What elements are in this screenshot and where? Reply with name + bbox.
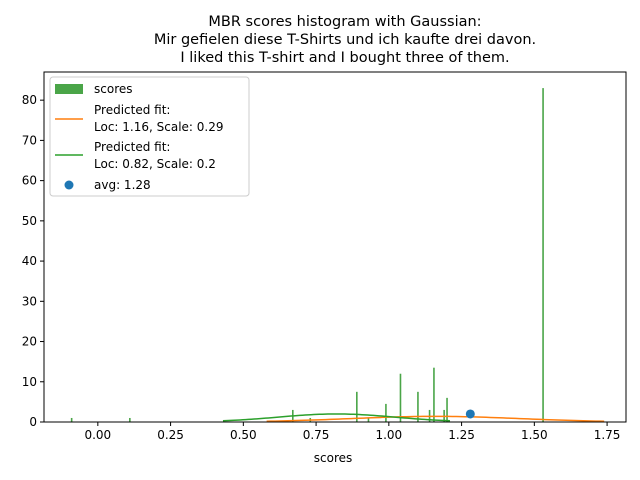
legend-label-fit-2-line-1: Predicted fit:: [94, 140, 170, 154]
x-tick-label: 0.75: [303, 428, 330, 442]
y-tick-label: 20: [22, 335, 37, 349]
title-line-1: MBR scores histogram with Gaussian:: [208, 14, 481, 30]
y-tick-label: 60: [22, 174, 37, 188]
legend-label-avg: avg: 1.28: [94, 178, 151, 192]
legend-label-scores: scores: [94, 82, 133, 96]
histogram-bar: [542, 88, 544, 423]
legend: scores Predicted fit: Loc: 1.16, Scale: …: [49, 76, 250, 197]
x-tick-label: 1.00: [375, 428, 402, 442]
histogram-bar: [129, 417, 131, 422]
y-tick-label: 10: [22, 375, 37, 389]
legend-label-fit-1-line-2: Loc: 1.16, Scale: 0.29: [94, 120, 223, 134]
title-line-2: Mir gefielen diese T-Shirts und ich kauf…: [154, 32, 536, 48]
histogram-bar: [70, 417, 73, 422]
y-tick-label: 40: [22, 254, 37, 268]
y-tick-label: 70: [22, 133, 37, 147]
x-axis-label: scores: [314, 451, 353, 465]
legend-bar-swatch: [55, 84, 83, 94]
x-tick-label: 0.50: [230, 428, 257, 442]
title-line-3: I liked this T-shirt and I bought three …: [180, 50, 509, 66]
axes-frame: [43, 71, 627, 423]
histogram-bar: [446, 397, 448, 422]
histogram-bar: [399, 373, 402, 422]
legend-scatter-marker: [64, 180, 74, 190]
histogram-bar: [385, 403, 387, 422]
legend-box: [49, 76, 250, 197]
plot-area: [70, 88, 605, 423]
y-tick-label: 30: [22, 294, 37, 308]
histogram-bar: [417, 391, 419, 422]
legend-label-fit-1-line-1: Predicted fit:: [94, 103, 170, 117]
chart-title: MBR scores histogram with Gaussian: Mir …: [154, 14, 536, 66]
histogram-bar: [433, 367, 435, 422]
gaussian-fit-line-1: [266, 415, 605, 422]
x-tick-label: 0.00: [84, 428, 111, 442]
x-tick-label: 1.75: [594, 428, 621, 442]
histogram-bar: [367, 417, 370, 422]
gaussian-fit-line-2: [222, 413, 450, 422]
legend-label-fit-2-line-2: Loc: 0.82, Scale: 0.2: [94, 157, 216, 171]
histogram-bar: [356, 391, 358, 422]
y-tick-label: 50: [22, 214, 37, 228]
y-axis: 0 10 20 30 40 50 60 70 80: [22, 93, 44, 429]
y-tick-label: 0: [29, 415, 37, 429]
x-axis: 0.00 0.25 0.50 0.75 1.00 1.25 1.50 1.75: [84, 422, 620, 442]
y-tick-label: 80: [22, 93, 37, 107]
x-tick-label: 1.50: [521, 428, 548, 442]
x-tick-label: 0.25: [157, 428, 184, 442]
average-point: [465, 409, 475, 419]
x-tick-label: 1.25: [448, 428, 475, 442]
